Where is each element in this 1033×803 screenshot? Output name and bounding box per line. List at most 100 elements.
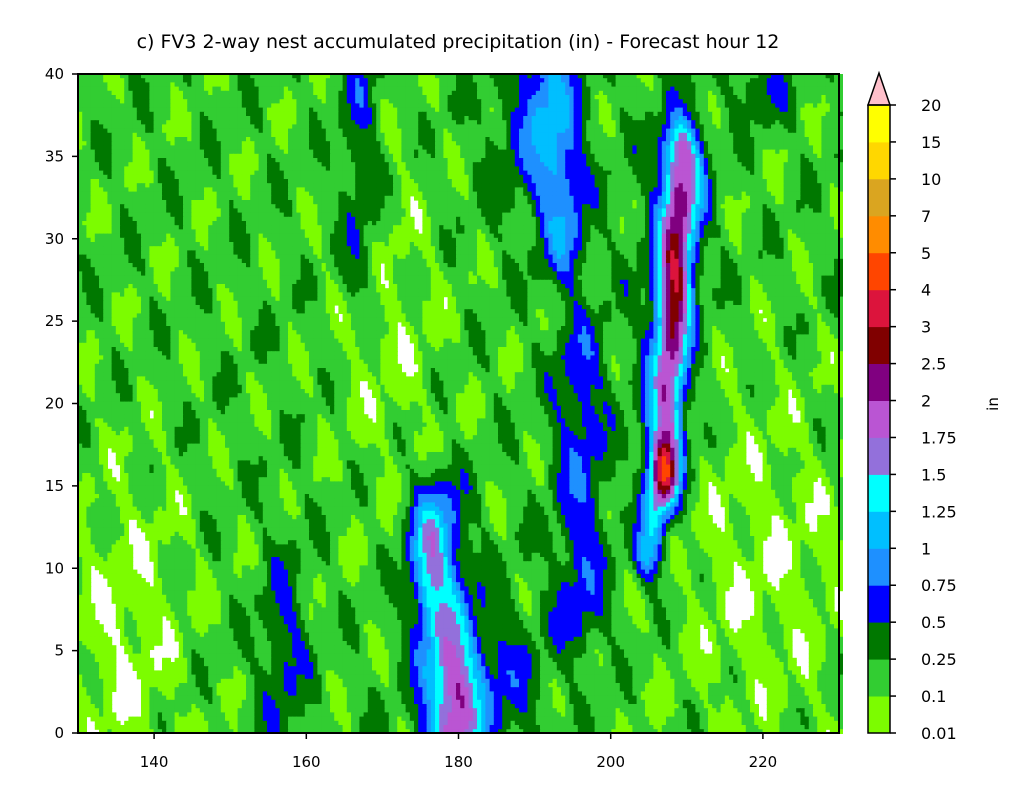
field-cell [120,162,125,167]
field-cell [775,150,780,155]
field-cell [733,103,738,108]
field-cell [280,103,285,108]
field-cell [154,179,159,184]
field-cell [103,116,108,121]
field-cell [162,145,167,150]
field-cell [733,183,738,188]
field-cell [275,82,280,87]
field-cell [351,108,356,113]
field-cell [557,116,562,121]
field-cell [771,175,776,180]
field-cell [653,78,658,83]
field-cell [737,141,742,146]
field-cell [775,99,780,104]
field-cell [561,171,566,176]
field-cell [389,179,394,184]
field-cell [767,129,772,134]
field-cell [754,150,759,155]
field-cell [271,120,276,125]
field-cell [708,183,713,188]
field-cell [607,141,612,146]
field-cell [359,120,364,125]
field-cell [250,158,255,163]
field-cell [355,91,360,96]
field-cell [116,112,121,117]
field-cell [238,91,243,96]
field-cell [653,112,658,117]
field-cell [431,183,436,188]
field-cell [456,112,461,117]
field-cell [729,112,734,117]
field-cell [637,95,642,100]
field-cell [267,87,272,92]
field-cell [250,141,255,146]
field-cell [238,116,243,121]
field-cell [763,171,768,176]
field-cell [700,171,705,176]
field-cell [448,82,453,87]
field-cell [477,112,482,117]
field-cell [309,78,314,83]
field-cell [485,95,490,100]
field-cell [670,95,675,100]
field-cell [137,78,142,83]
field-cell [641,183,646,188]
field-cell [200,158,205,163]
field-cell [796,133,801,138]
field-cell [649,141,654,146]
field-cell [191,124,196,129]
field-cell [784,99,789,104]
field-cell [565,141,570,146]
field-cell [439,162,444,167]
field-cell [162,99,167,104]
field-cell [217,179,222,184]
field-cell [107,129,112,134]
field-cell [448,179,453,184]
field-cell [574,91,579,96]
field-cell [498,137,503,142]
field-cell [309,133,314,138]
field-cell [502,145,507,150]
field-cell [754,171,759,176]
field-cell [607,120,612,125]
field-cell [498,116,503,121]
field-cell [133,99,138,104]
field-cell [322,112,327,117]
field-cell [179,145,184,150]
field-cell [427,124,432,129]
field-cell [805,112,810,117]
field-cell [103,112,108,117]
field-cell [254,158,259,163]
field-cell [414,78,419,83]
field-cell [687,166,692,171]
field-cell [187,91,192,96]
field-cell [284,179,289,184]
field-cell [611,175,616,180]
field-cell [288,171,293,176]
field-cell [238,162,243,167]
field-cell [826,158,831,163]
field-cell [296,145,301,150]
field-cell [624,112,629,117]
field-cell [809,162,814,167]
field-cell [758,145,763,150]
field-cell [204,179,209,184]
field-cell [485,175,490,180]
field-cell [128,120,133,125]
field-cell [624,108,629,113]
field-cell [133,124,138,129]
field-cell [511,129,516,134]
field-cell [376,154,381,159]
field-cell [569,129,574,134]
field-cell [632,95,637,100]
field-cell [309,82,314,87]
field-cell [481,82,486,87]
field-cell [120,158,125,163]
field-cell [435,87,440,92]
field-cell [385,124,390,129]
field-cell [540,150,545,155]
field-cell [217,183,222,188]
field-cell [443,99,448,104]
field-cell [439,87,444,92]
field-cell [506,116,511,121]
